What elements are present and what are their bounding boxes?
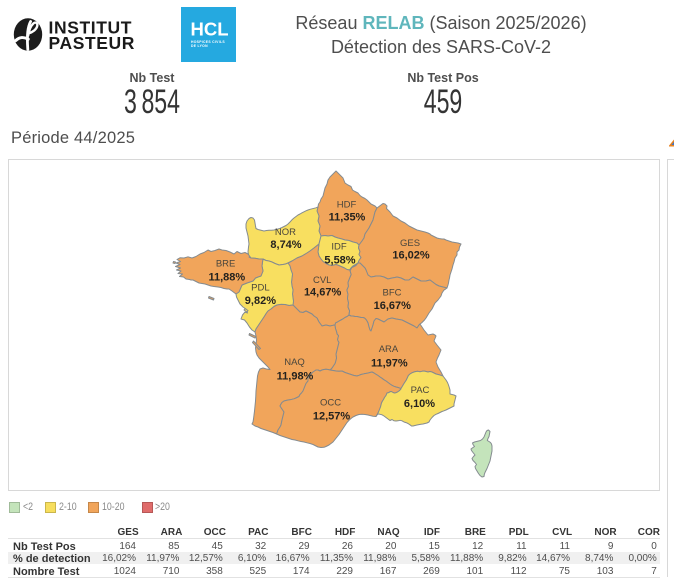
svg-text:5,58%: 5,58% [324, 254, 355, 266]
svg-text:NOR: NOR [275, 227, 296, 238]
svg-text:IDF: IDF [331, 242, 347, 253]
svg-text:14,67%: 14,67% [304, 287, 342, 299]
svg-text:12,57%: 12,57% [313, 410, 351, 422]
svg-text:11,97%: 11,97% [371, 357, 408, 369]
svg-text:HCL: HCL [191, 19, 229, 40]
svg-text:11,88%: 11,88% [208, 271, 245, 283]
svg-text:PASTEUR: PASTEUR [49, 33, 136, 53]
svg-text:NAQ: NAQ [284, 357, 305, 368]
svg-text:16,02%: 16,02% [392, 249, 430, 261]
svg-text:GES: GES [400, 238, 420, 249]
svg-text:BRE: BRE [216, 259, 236, 270]
svg-text:11,35%: 11,35% [329, 211, 366, 223]
svg-text:9,82%: 9,82% [245, 295, 276, 307]
svg-text:BFC: BFC [383, 288, 402, 299]
svg-text:16,67%: 16,67% [374, 300, 412, 312]
svg-text:CVL: CVL [313, 275, 331, 286]
svg-text:HOSPICES CIVILS: HOSPICES CIVILS [191, 40, 225, 44]
svg-text:11,98%: 11,98% [277, 370, 314, 382]
svg-text:HDF: HDF [337, 200, 357, 211]
svg-text:DE LYON: DE LYON [191, 44, 208, 48]
svg-text:OCC: OCC [320, 398, 341, 409]
svg-text:PAC: PAC [411, 385, 430, 396]
svg-text:PDL: PDL [251, 283, 269, 294]
svg-text:ARA: ARA [379, 344, 399, 355]
svg-text:INSTITUT: INSTITUT [49, 18, 133, 38]
svg-text:8,74%: 8,74% [270, 239, 301, 251]
svg-text:6,10%: 6,10% [404, 398, 435, 410]
